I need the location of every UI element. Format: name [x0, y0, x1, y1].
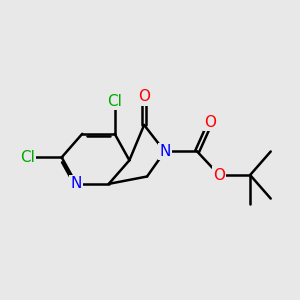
Text: Cl: Cl [20, 150, 35, 165]
Text: N: N [71, 176, 82, 191]
Text: O: O [138, 89, 150, 104]
Text: O: O [204, 115, 216, 130]
Text: Cl: Cl [107, 94, 122, 109]
Text: N: N [159, 144, 170, 159]
Text: O: O [213, 167, 225, 182]
